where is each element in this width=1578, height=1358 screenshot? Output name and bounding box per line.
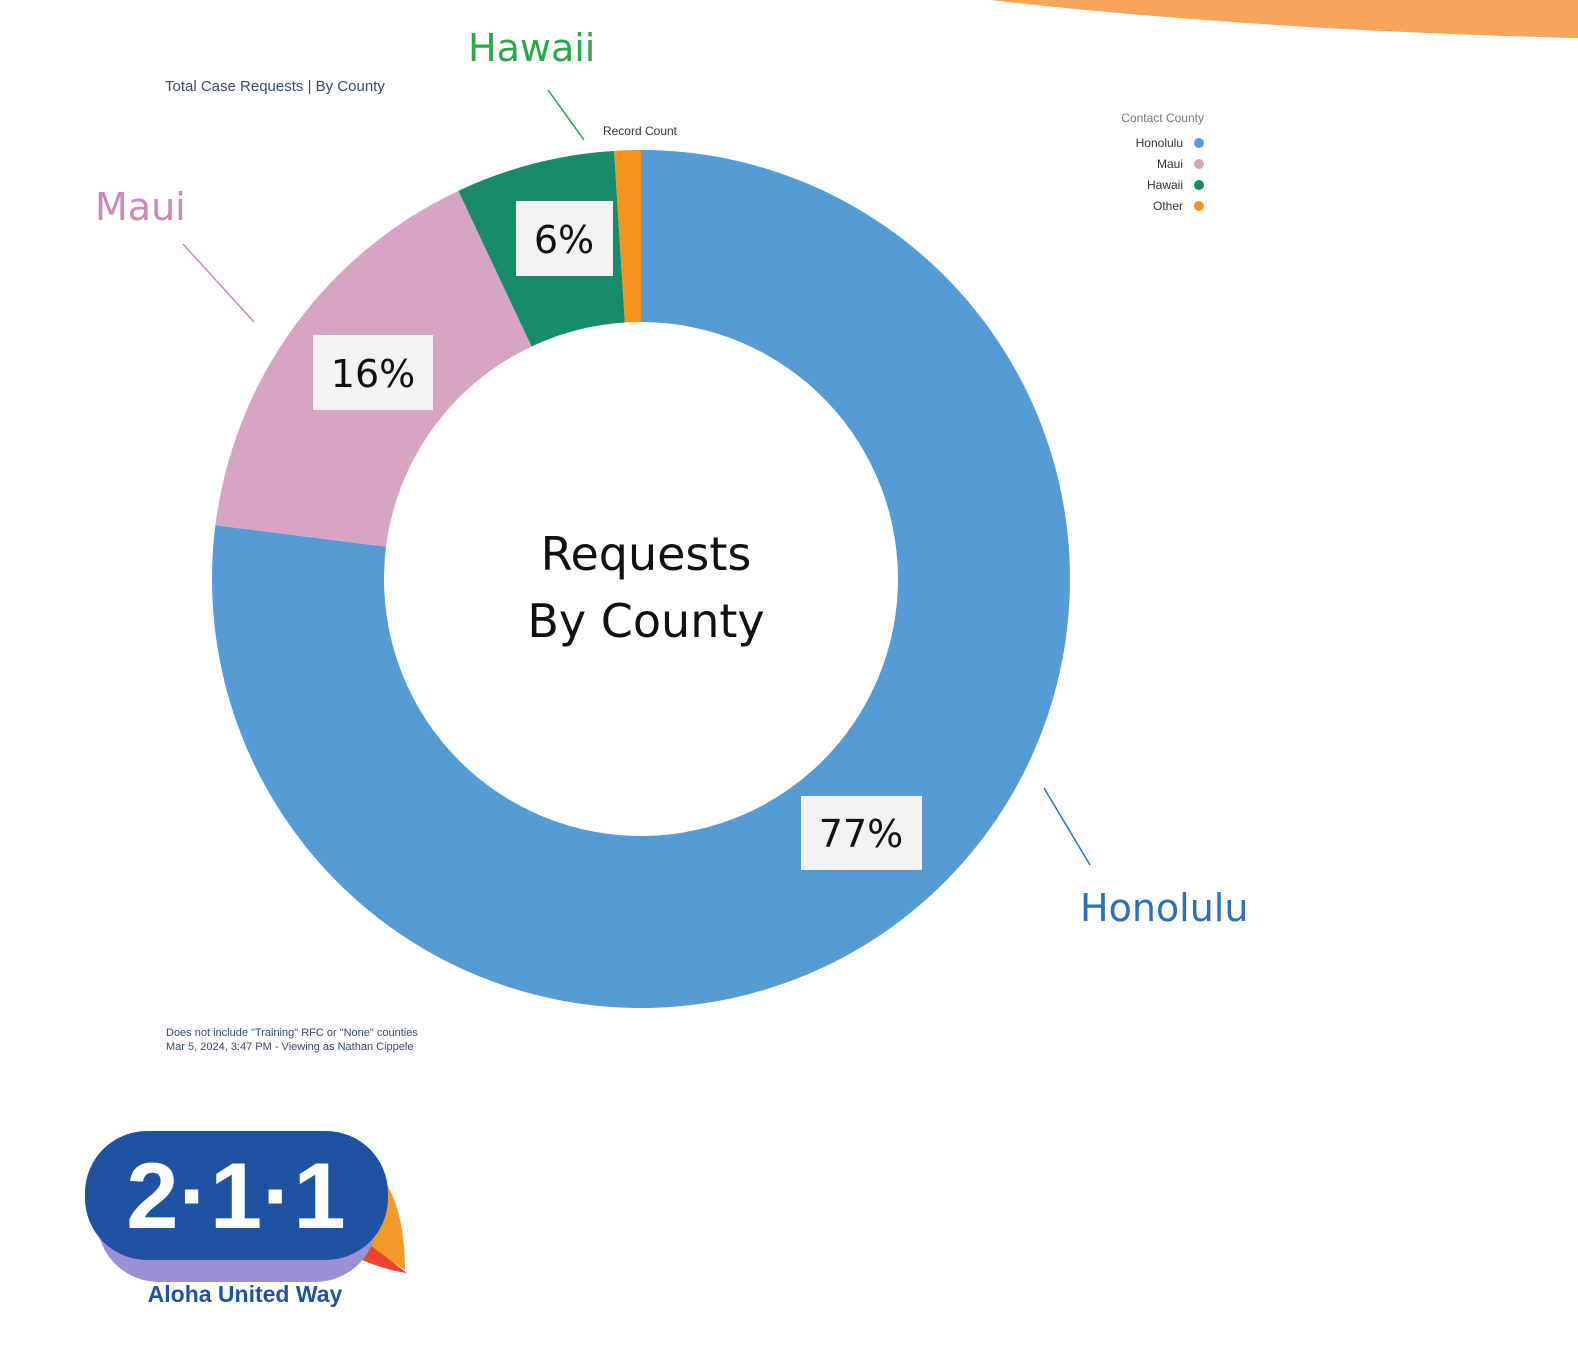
aloha-united-way-logo: 2·1·1 Aloha United Way [85, 1131, 407, 1307]
data-label-text: 16% [331, 352, 415, 396]
data-label-box [313, 335, 433, 410]
data-label-box [516, 201, 613, 276]
legend-title: Contact County [1121, 111, 1204, 125]
logo-number: 2·1·1 [126, 1143, 345, 1248]
footnote-line2: Mar 5, 2024, 3:47 PM - Viewing as Nathan… [166, 1041, 413, 1053]
leader-lines [182, 89, 1091, 866]
callout-honolulu: Honolulu [1080, 886, 1248, 930]
leader-line-hawaii [547, 89, 585, 141]
logo-bubble-blue [85, 1131, 388, 1260]
legend: Contact County Honolulu Maui Hawaii Other [1121, 111, 1204, 213]
data-label-hawaii: 6% [516, 201, 613, 276]
data-label-text: 6% [534, 218, 594, 262]
legend-label: Honolulu [1136, 136, 1183, 150]
data-label-honolulu: 77% [801, 796, 922, 870]
legend-label: Other [1153, 199, 1183, 213]
callout-hawaii: Hawaii [468, 26, 595, 70]
footnote-line1: Does not include "Training" RFC or "None… [166, 1027, 418, 1039]
legend-swatch [1194, 201, 1204, 211]
legend-item-other[interactable]: Other [1153, 199, 1204, 213]
leader-line-honolulu [1043, 787, 1091, 866]
record-count-label: Record Count [603, 124, 678, 138]
center-label-line2: By County [527, 594, 764, 648]
legend-item-maui[interactable]: Maui [1157, 157, 1204, 171]
callout-maui: Maui [95, 185, 186, 229]
decorative-swoosh [990, 0, 1578, 38]
data-label-text: 77% [819, 812, 903, 856]
logo-org-name: Aloha United Way [148, 1281, 343, 1307]
legend-item-hawaii[interactable]: Hawaii [1147, 178, 1204, 192]
legend-label: Hawaii [1147, 178, 1183, 192]
legend-label: Maui [1157, 157, 1183, 171]
slice-other[interactable] [614, 150, 641, 323]
slice-honolulu[interactable] [211, 150, 1071, 1008]
legend-swatch [1194, 180, 1204, 190]
legend-swatch [1194, 159, 1204, 169]
leader-line-maui [182, 243, 255, 323]
legend-item-honolulu[interactable]: Honolulu [1136, 136, 1204, 150]
legend-items: Honolulu Maui Hawaii Other [1136, 136, 1204, 213]
center-label-line1: Requests [541, 527, 752, 581]
legend-swatch [1194, 138, 1204, 148]
data-label-maui: 16% [313, 335, 433, 410]
report-title: Total Case Requests | By County [165, 78, 385, 95]
data-label-box [801, 796, 922, 870]
